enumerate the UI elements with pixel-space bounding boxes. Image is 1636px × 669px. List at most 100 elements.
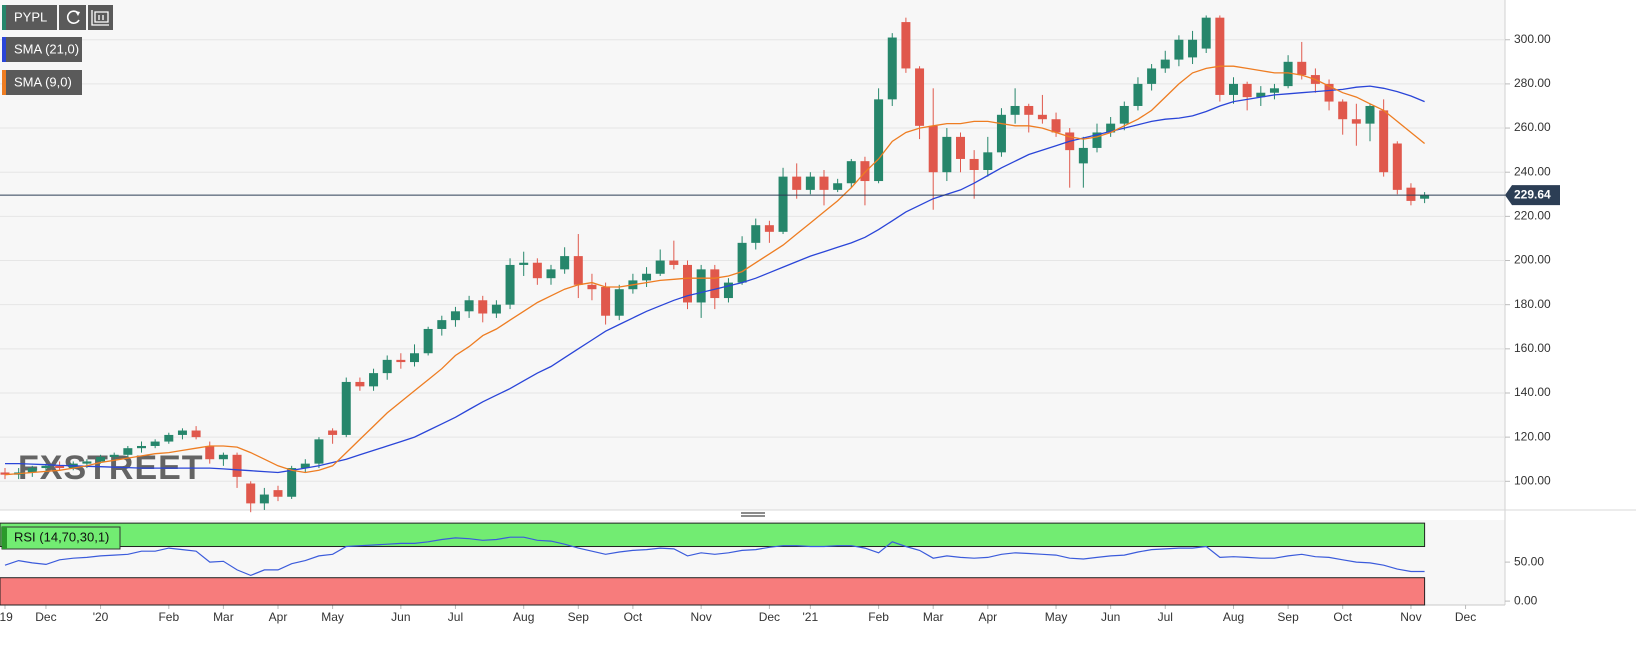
candle-body [246, 483, 256, 504]
candle-body [1420, 195, 1430, 199]
candle-body [464, 300, 474, 312]
candle-body [1201, 17, 1211, 49]
candle-body [1119, 105, 1129, 124]
candle-body [341, 381, 351, 435]
candle-body [1174, 39, 1184, 60]
candle-body [683, 264, 692, 303]
candle-body [1256, 92, 1266, 98]
candle-body [1160, 59, 1170, 69]
candle-body [287, 468, 297, 497]
legend-item[interactable]: SMA (9,0) [2, 70, 82, 95]
x-tick-label: Feb [158, 610, 179, 624]
candle-body [1406, 187, 1416, 201]
candle-body [805, 176, 815, 190]
candle-body [819, 176, 829, 190]
symbol-label: PYPL [14, 9, 47, 24]
candle-body [55, 465, 65, 469]
candle-body [355, 381, 365, 387]
candle-body [1215, 17, 1225, 95]
indicators-button[interactable] [88, 5, 113, 30]
rsi-band [0, 522, 1426, 548]
candle-body [423, 328, 433, 354]
candle-body [587, 284, 597, 290]
candle-body [164, 434, 174, 442]
candle-body [942, 136, 952, 173]
rsi-label[interactable]: RSI (14,70,30,1) [1, 526, 121, 550]
y-tick-label: 160.00 [1514, 341, 1551, 355]
pane-resize-handle[interactable] [741, 512, 765, 517]
x-tick-label: Dec [35, 610, 56, 624]
y-tick-label: 220.00 [1514, 209, 1551, 223]
x-tick-label: Jun [1101, 610, 1120, 624]
candle-body [382, 359, 392, 374]
candle-body [491, 304, 501, 314]
sma-line [4, 65, 1426, 476]
last-price-tag [1505, 185, 1560, 206]
last-price-label: 229.64 [1514, 187, 1551, 201]
candle-body [655, 260, 665, 274]
legend: SMA (21,0) SMA (9,0) [2, 37, 82, 95]
candle-body [723, 282, 733, 299]
candle-body [137, 445, 146, 449]
candle-body [956, 136, 965, 159]
candle-body [874, 99, 884, 182]
x-tick-label: Jul [1158, 610, 1173, 624]
candle-body [1024, 105, 1034, 115]
candle-body [0, 472, 10, 475]
candle-body [546, 269, 556, 279]
candle-body [1297, 61, 1307, 76]
x-tick-label: '20 [93, 610, 109, 624]
legend-item[interactable]: SMA (21,0) [2, 37, 82, 62]
plot: 100.00 120.00 140.00 160.00 180.00 200.00 220.… [0, 15, 1560, 624]
y-tick-label: 140.00 [1514, 385, 1551, 399]
candle-body [846, 161, 856, 184]
candle-body [314, 439, 324, 464]
candle-body [901, 22, 911, 69]
candle-body [1078, 147, 1088, 164]
candle-body [259, 494, 269, 504]
candle-body [1188, 39, 1198, 58]
candle-body [1392, 143, 1402, 190]
x-tick-label: Dec [1455, 610, 1476, 624]
candle-body [764, 225, 774, 232]
candle-body [887, 37, 897, 100]
candle-body [396, 359, 406, 363]
candle-body [328, 430, 338, 435]
candle-body [410, 353, 419, 363]
candle-body [969, 158, 979, 170]
candle-body [1106, 123, 1116, 133]
candle-body [27, 468, 37, 473]
candle-body [1092, 132, 1102, 148]
candle-body [41, 465, 51, 469]
y-tick-label: 100.00 [1514, 473, 1551, 487]
legend-label: SMA (21,0) [14, 41, 79, 56]
rsi-line [4, 536, 1425, 577]
candle-body [1283, 61, 1293, 87]
candle-body [191, 430, 201, 438]
symbol-button[interactable]: PYPL [2, 5, 57, 30]
legend-swatch [2, 37, 6, 62]
candle-body [833, 183, 843, 190]
y-tick-label: 0.00 [1514, 593, 1538, 607]
x-tick-label: Oct [1333, 610, 1352, 624]
candle-body [96, 457, 106, 462]
candle-body [109, 454, 119, 458]
x-tick-label: Apr [978, 610, 997, 624]
candle-body [915, 68, 925, 126]
x-tick-label: Feb [868, 610, 889, 624]
refresh-button[interactable] [59, 5, 86, 30]
x-tick-label: '19 [0, 610, 13, 624]
rsi-band [0, 577, 1426, 606]
candle-body [1037, 114, 1047, 120]
y-tick-label: 260.00 [1514, 120, 1551, 134]
candle-body [1147, 68, 1157, 84]
candle-body [560, 256, 570, 270]
x-tick-label: May [1045, 610, 1068, 624]
y-tick-label: 120.00 [1514, 429, 1551, 443]
x-tick-label: '21 [803, 610, 819, 624]
candle-body [369, 373, 379, 387]
candle-body [1338, 101, 1348, 120]
candle-body [710, 269, 720, 299]
x-tick-label: Aug [1223, 610, 1244, 624]
candle-body [1269, 88, 1279, 93]
